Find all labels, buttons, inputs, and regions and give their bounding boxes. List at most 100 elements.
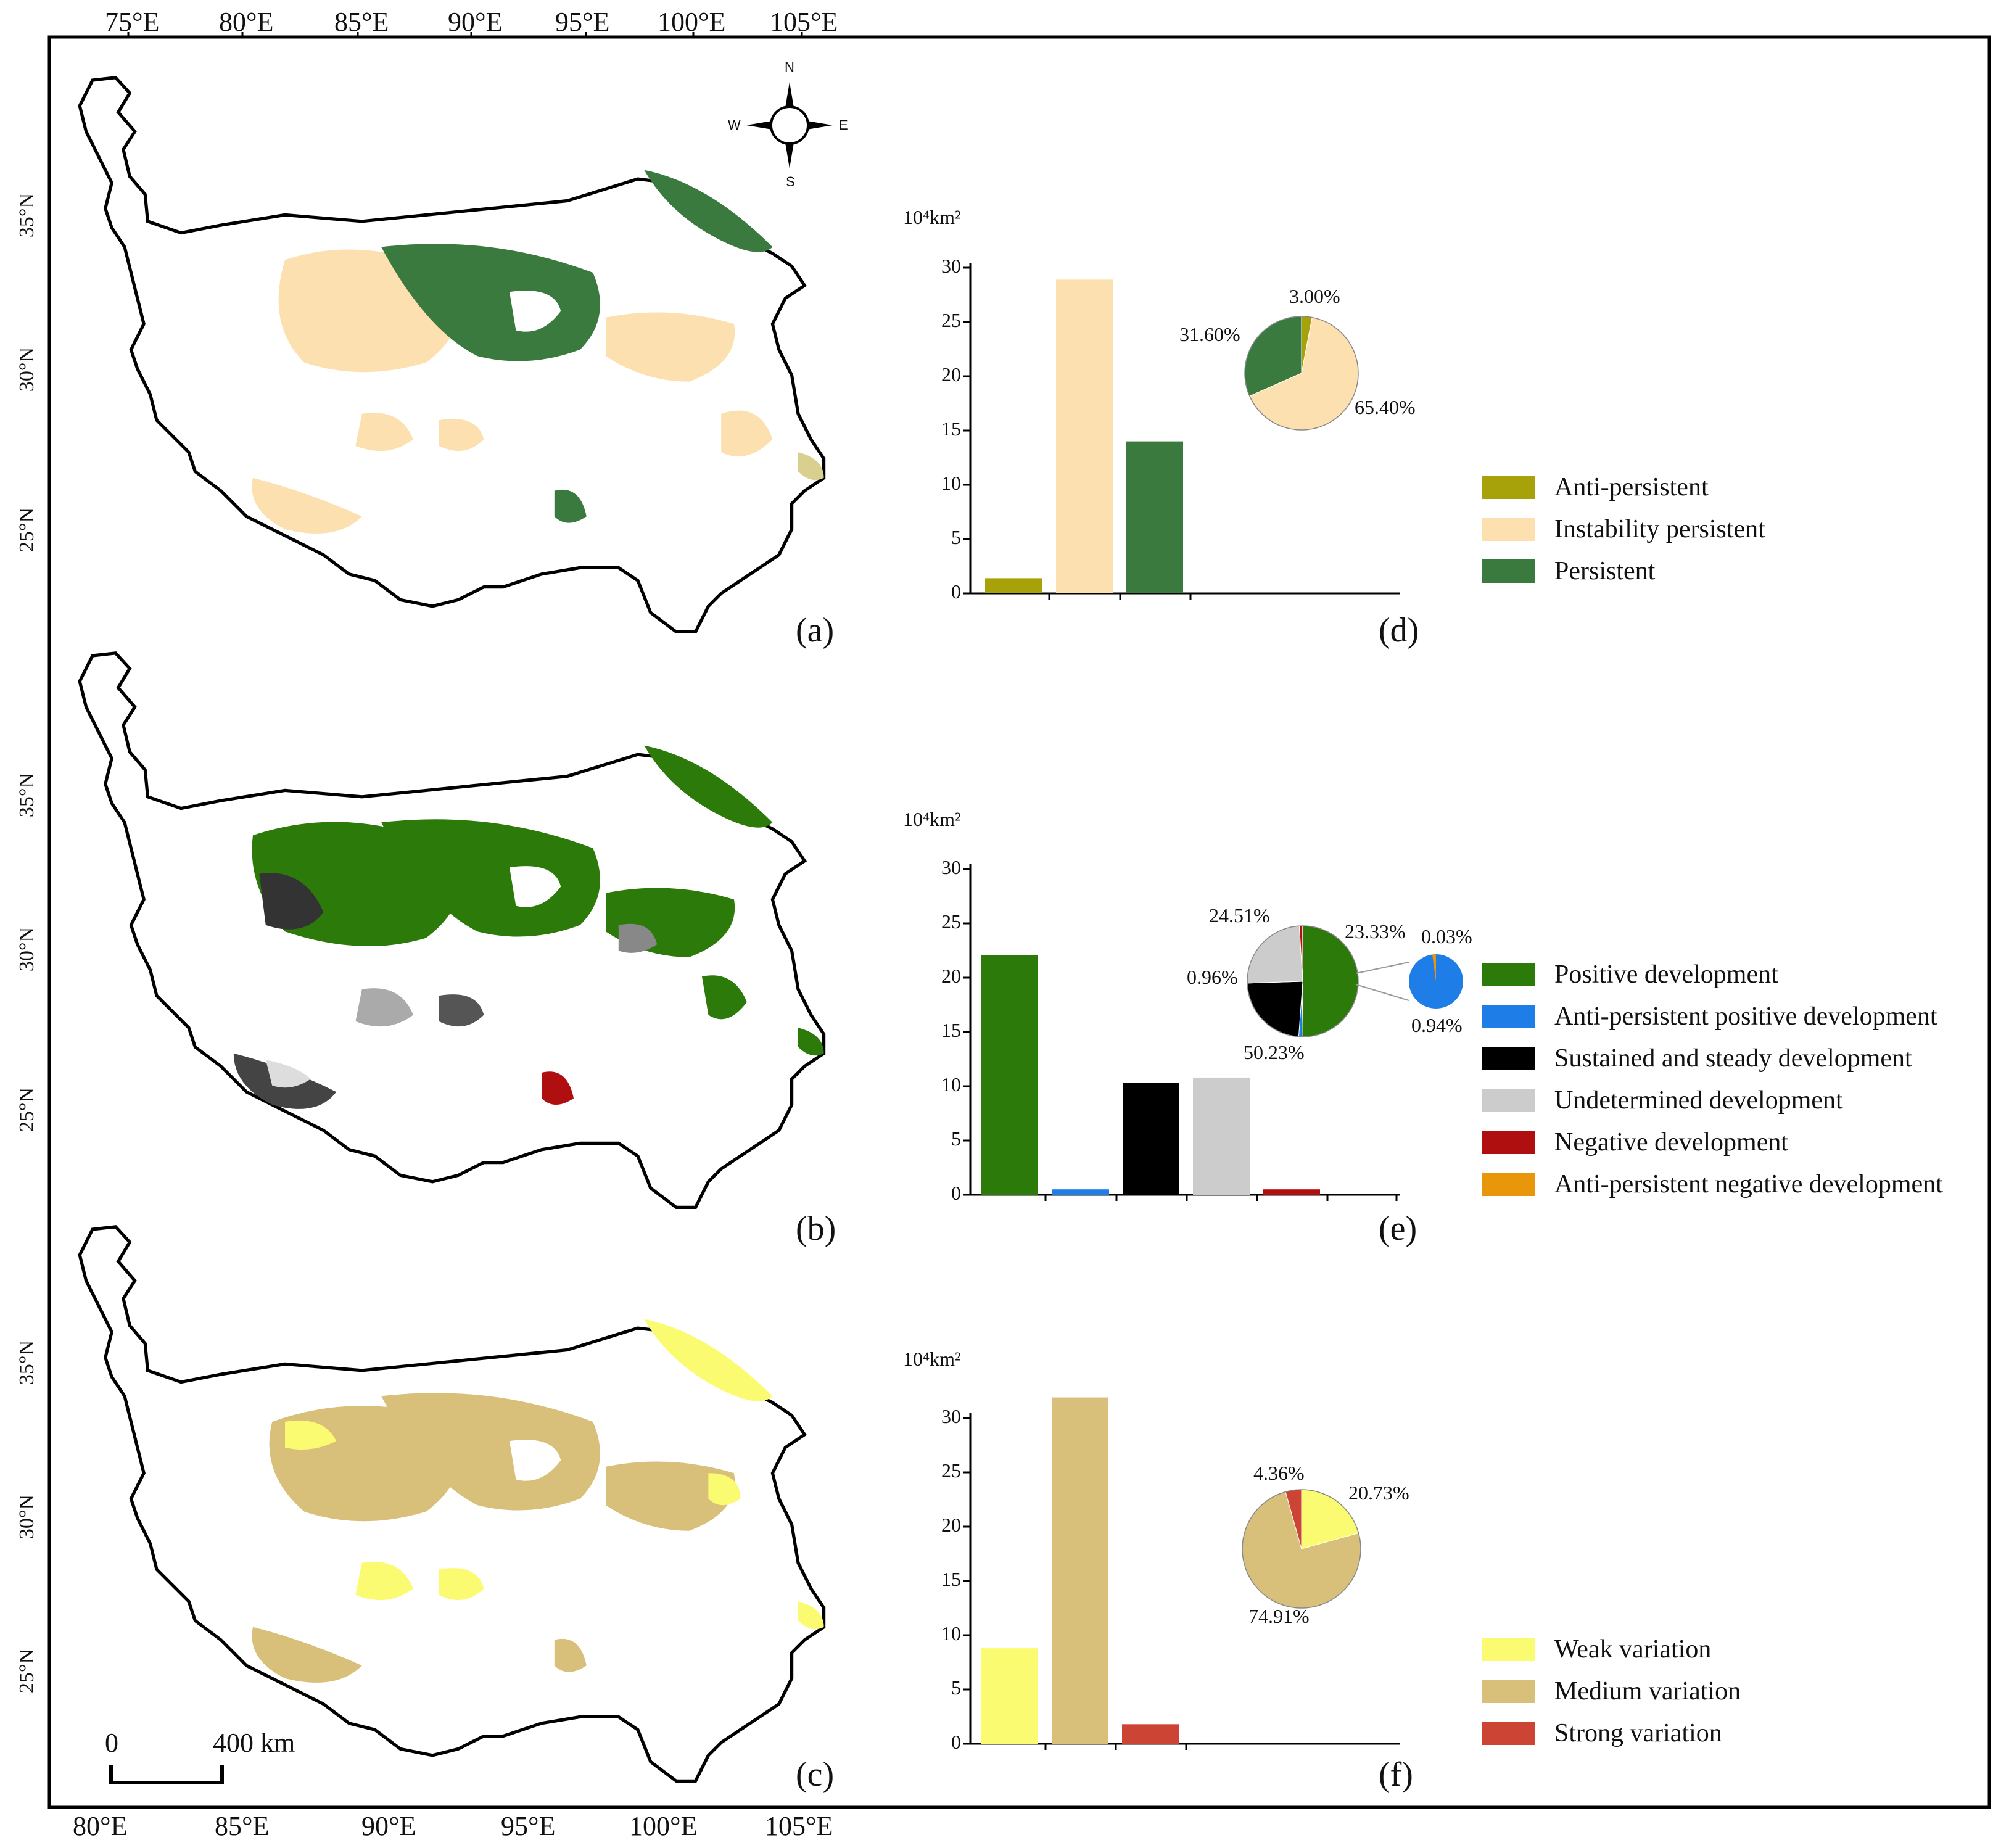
ytick: 25	[941, 309, 961, 331]
bar-f-2	[1122, 1724, 1179, 1744]
bar-e-1	[1052, 1189, 1109, 1195]
legend-label: Anti-persistent positive development	[1554, 1002, 1937, 1031]
bar-chart-d	[963, 263, 1400, 600]
lat-label: 30°N	[15, 926, 39, 972]
scale-bar-icon	[109, 1765, 224, 1784]
lon-label: 80°E	[73, 1811, 128, 1841]
lat-label: 25°N	[15, 507, 39, 553]
ytick: 0	[951, 1731, 961, 1753]
secondary-pie-anti-negative	[1432, 954, 1436, 981]
map-c-patches	[252, 1319, 824, 1683]
pie-label-f-medium: 74.91%	[1248, 1605, 1310, 1627]
legend-label: Persistent	[1554, 557, 1656, 585]
pie-label-e-undetermined: 24.51%	[1209, 904, 1270, 926]
ytick: 20	[941, 1514, 961, 1536]
pie-label-f-weak: 20.73%	[1348, 1482, 1409, 1504]
bar-d-2	[1126, 441, 1183, 593]
unit-label-f: 10⁴km²	[903, 1348, 961, 1370]
connector-line	[1355, 984, 1409, 1001]
ytick: 10	[941, 472, 961, 494]
pie-slice-e-2	[1247, 981, 1303, 1037]
scale-start-label: 0	[105, 1728, 118, 1758]
legend-d: Anti-persistent Instability persistent P…	[1482, 466, 1765, 592]
lon-label: 105°E	[770, 7, 838, 37]
swatch-anti-negative	[1482, 1173, 1535, 1196]
lon-label: 90°E	[448, 7, 503, 37]
panel-label-e: (e)	[1379, 1210, 1417, 1248]
ytick: 25	[941, 1459, 961, 1482]
lat-label: 35°N	[15, 772, 39, 818]
figure-frame	[47, 35, 1991, 1809]
legend-item: Sustained and steady development	[1482, 1037, 1943, 1079]
swatch-instability	[1482, 518, 1535, 541]
swatch-persistent	[1482, 559, 1535, 583]
legend-label: Anti-persistent negative development	[1554, 1170, 1943, 1198]
swatch-positive	[1482, 963, 1535, 986]
ytick: 30	[941, 856, 961, 878]
compass-e: E	[839, 117, 848, 133]
bar-f-0	[981, 1648, 1038, 1744]
swatch-weak	[1482, 1638, 1535, 1661]
ytick: 10	[941, 1073, 961, 1095]
panel-label-f: (f)	[1379, 1755, 1413, 1794]
lon-label: 95°E	[501, 1811, 556, 1841]
top-tick-marks	[127, 32, 803, 38]
swatch-sustained	[1482, 1047, 1535, 1070]
bar-chart-f	[963, 1397, 1400, 1750]
north-arrow-icon	[746, 82, 833, 168]
pie-label-e-antipos: 0.94%	[1411, 1014, 1463, 1036]
lat-label: 25°N	[15, 1087, 39, 1132]
lon-label: 80°E	[219, 7, 274, 37]
lon-label: 100°E	[658, 7, 726, 37]
ytick: 10	[941, 1622, 961, 1644]
bar-e-2	[1123, 1083, 1179, 1195]
lat-label: 35°N	[15, 192, 39, 238]
pie-label-d-anti: 3.00%	[1289, 285, 1340, 307]
panel-label-c: (c)	[796, 1755, 835, 1794]
legend-label: Anti-persistent	[1554, 473, 1709, 501]
lon-label: 85°E	[215, 1811, 270, 1841]
legend-item: Anti-persistent negative development	[1482, 1163, 1943, 1205]
swatch-medium	[1482, 1680, 1535, 1703]
lon-label: 90°E	[361, 1811, 416, 1841]
legend-item: Medium variation	[1482, 1670, 1741, 1712]
ytick: 15	[941, 1568, 961, 1590]
connector-line	[1355, 962, 1409, 974]
compass-w: W	[728, 117, 741, 133]
legend-item: Persistent	[1482, 550, 1765, 592]
compass-n: N	[785, 59, 794, 75]
legend-label: Weak variation	[1554, 1635, 1712, 1664]
pie-outline	[1247, 925, 1359, 1037]
lon-label: 85°E	[334, 7, 389, 37]
ytick: 5	[951, 1677, 961, 1699]
legend-label: Undetermined development	[1554, 1086, 1843, 1115]
legend-label: Medium variation	[1554, 1677, 1741, 1706]
map-c	[80, 1227, 823, 1781]
lat-label: 25°N	[15, 1648, 39, 1694]
ytick: 30	[941, 255, 961, 277]
bar-e-4	[1263, 1189, 1320, 1195]
legend-item: Negative development	[1482, 1121, 1943, 1163]
bar-d-1	[1056, 279, 1113, 593]
ytick: 25	[941, 910, 961, 933]
lon-label: 100°E	[629, 1811, 698, 1841]
legend-e: Positive development Anti-persistent pos…	[1482, 954, 1943, 1205]
legend-item: Anti-persistent	[1482, 466, 1765, 508]
swatch-anti-persistent	[1482, 476, 1535, 499]
legend-item: Anti-persistent positive development	[1482, 996, 1943, 1037]
bar-e-0	[981, 955, 1038, 1195]
lon-label: 95°E	[555, 7, 610, 37]
lat-label: 30°N	[15, 347, 39, 392]
lat-label: 35°N	[15, 1340, 39, 1385]
panel-label-d: (d)	[1379, 611, 1419, 650]
map-b-patches	[233, 745, 824, 1109]
legend-label: Negative development	[1554, 1128, 1789, 1157]
ytick: 20	[941, 363, 961, 386]
lon-label: 105°E	[765, 1811, 833, 1841]
legend-label: Instability persistent	[1554, 515, 1765, 543]
ytick: 0	[951, 580, 961, 603]
legend-item: Weak variation	[1482, 1628, 1741, 1670]
map-b	[80, 653, 823, 1208]
bar-d-0	[985, 578, 1042, 593]
legend-f: Weak variation Medium variation Strong v…	[1482, 1628, 1741, 1754]
